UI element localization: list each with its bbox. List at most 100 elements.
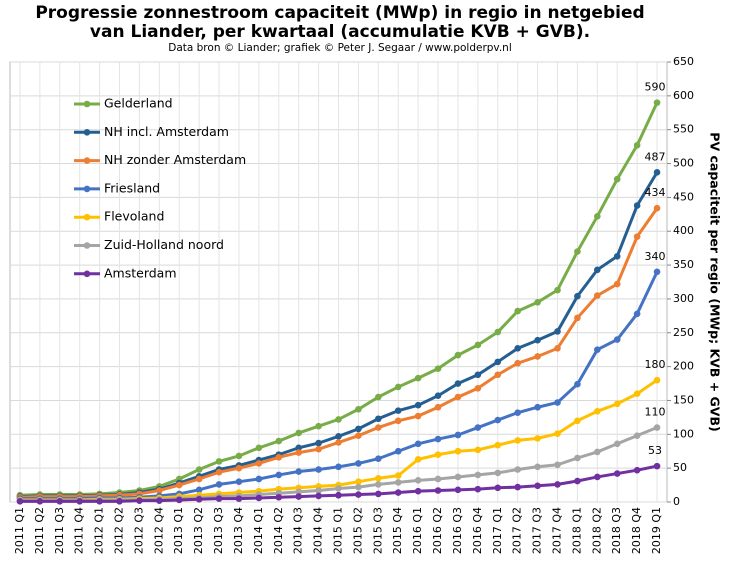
- data-point: [335, 439, 342, 446]
- y-tick-label: 400: [673, 224, 694, 237]
- data-point: [394, 417, 402, 425]
- data-point: [613, 400, 621, 408]
- end-label: 487: [645, 150, 666, 163]
- data-point: [394, 407, 402, 414]
- x-tick-label: 2012 Q1: [93, 507, 106, 554]
- data-point: [414, 374, 422, 382]
- data-point: [454, 486, 462, 494]
- data-point: [454, 380, 462, 387]
- data-point: [474, 485, 482, 493]
- x-tick-label: 2014 Q4: [312, 507, 325, 554]
- data-point: [295, 429, 302, 437]
- x-tick-label: 2012 Q3: [132, 507, 145, 554]
- data-point: [554, 286, 561, 294]
- x-tick-label: 2017 Q1: [491, 507, 504, 554]
- data-point: [633, 233, 641, 240]
- x-tick-label: 2014 Q1: [252, 507, 265, 554]
- data-point: [454, 473, 462, 481]
- data-point: [633, 202, 641, 209]
- data-point: [195, 486, 203, 494]
- data-point: [653, 169, 661, 176]
- data-point: [235, 464, 243, 472]
- data-point: [255, 444, 263, 452]
- data-point: [574, 417, 581, 425]
- data-point: [355, 432, 362, 439]
- data-point: [275, 454, 283, 461]
- data-point: [175, 481, 183, 489]
- data-point: [315, 492, 322, 500]
- data-point: [613, 440, 621, 448]
- data-point: [255, 494, 263, 502]
- x-tick-label: 2013 Q3: [212, 507, 225, 554]
- y-tick-label: 200: [673, 360, 694, 373]
- data-point: [633, 310, 641, 318]
- data-point: [534, 299, 541, 306]
- data-point: [36, 498, 44, 505]
- data-point: [275, 437, 283, 445]
- data-point: [494, 469, 502, 477]
- data-point: [574, 380, 581, 388]
- data-point: [116, 498, 123, 505]
- chart-title: van Liander, per kwartaal (accumulatie K…: [90, 22, 590, 42]
- legend-marker: [83, 129, 91, 136]
- x-tick-label: 2016 Q3: [451, 507, 464, 554]
- x-tick-label: 2017 Q4: [551, 507, 564, 554]
- data-point: [355, 460, 362, 467]
- y-tick-label: 500: [673, 157, 694, 170]
- data-point: [275, 493, 283, 501]
- data-point: [594, 292, 601, 299]
- x-tick-label: 2016 Q4: [471, 507, 484, 554]
- data-point: [633, 390, 641, 397]
- data-point: [375, 490, 382, 498]
- data-point: [56, 498, 64, 505]
- data-point: [375, 424, 382, 431]
- data-point: [474, 471, 482, 479]
- data-point: [534, 463, 541, 471]
- data-point: [653, 268, 661, 276]
- data-point: [215, 481, 223, 488]
- data-point: [434, 365, 442, 372]
- data-point: [653, 424, 661, 431]
- data-point: [554, 399, 561, 406]
- chart-subtitle: Data bron © Liander; grafiek © Peter J. …: [168, 42, 512, 54]
- data-point: [633, 466, 641, 474]
- data-point: [394, 489, 402, 496]
- data-point: [414, 401, 422, 409]
- data-point: [633, 432, 641, 439]
- data-point: [534, 435, 541, 442]
- data-point: [534, 353, 541, 360]
- data-point: [454, 447, 462, 455]
- data-point: [514, 345, 521, 352]
- data-point: [335, 416, 342, 423]
- legend-label: Friesland: [104, 180, 160, 195]
- data-point: [514, 359, 521, 367]
- data-point: [494, 371, 502, 379]
- data-point: [295, 449, 302, 456]
- data-point: [414, 412, 422, 420]
- data-point: [394, 479, 402, 486]
- data-point: [594, 266, 601, 274]
- x-tick-label: 2018 Q4: [630, 507, 643, 554]
- legend-marker: [83, 185, 91, 193]
- data-point: [613, 175, 621, 183]
- y-axis-label: PV capaciteit per regio (MWp; KVB + GVB): [708, 132, 723, 431]
- y-tick-label: 150: [673, 393, 694, 406]
- data-point: [594, 346, 601, 353]
- data-point: [514, 437, 521, 444]
- data-point: [494, 484, 502, 492]
- data-point: [514, 307, 521, 315]
- data-point: [434, 403, 442, 411]
- x-tick-label: 2018 Q3: [610, 507, 623, 554]
- data-point: [315, 487, 322, 494]
- data-point: [315, 466, 322, 473]
- x-tick-label: 2011 Q3: [53, 507, 66, 554]
- data-point: [215, 495, 223, 502]
- y-tick-label: 100: [673, 427, 694, 440]
- data-point: [653, 99, 661, 106]
- data-point: [295, 488, 302, 496]
- data-point: [215, 468, 223, 476]
- legend-marker: [83, 213, 91, 221]
- x-tick-label: 2011 Q2: [33, 507, 46, 554]
- data-point: [375, 415, 382, 423]
- data-point: [375, 481, 382, 488]
